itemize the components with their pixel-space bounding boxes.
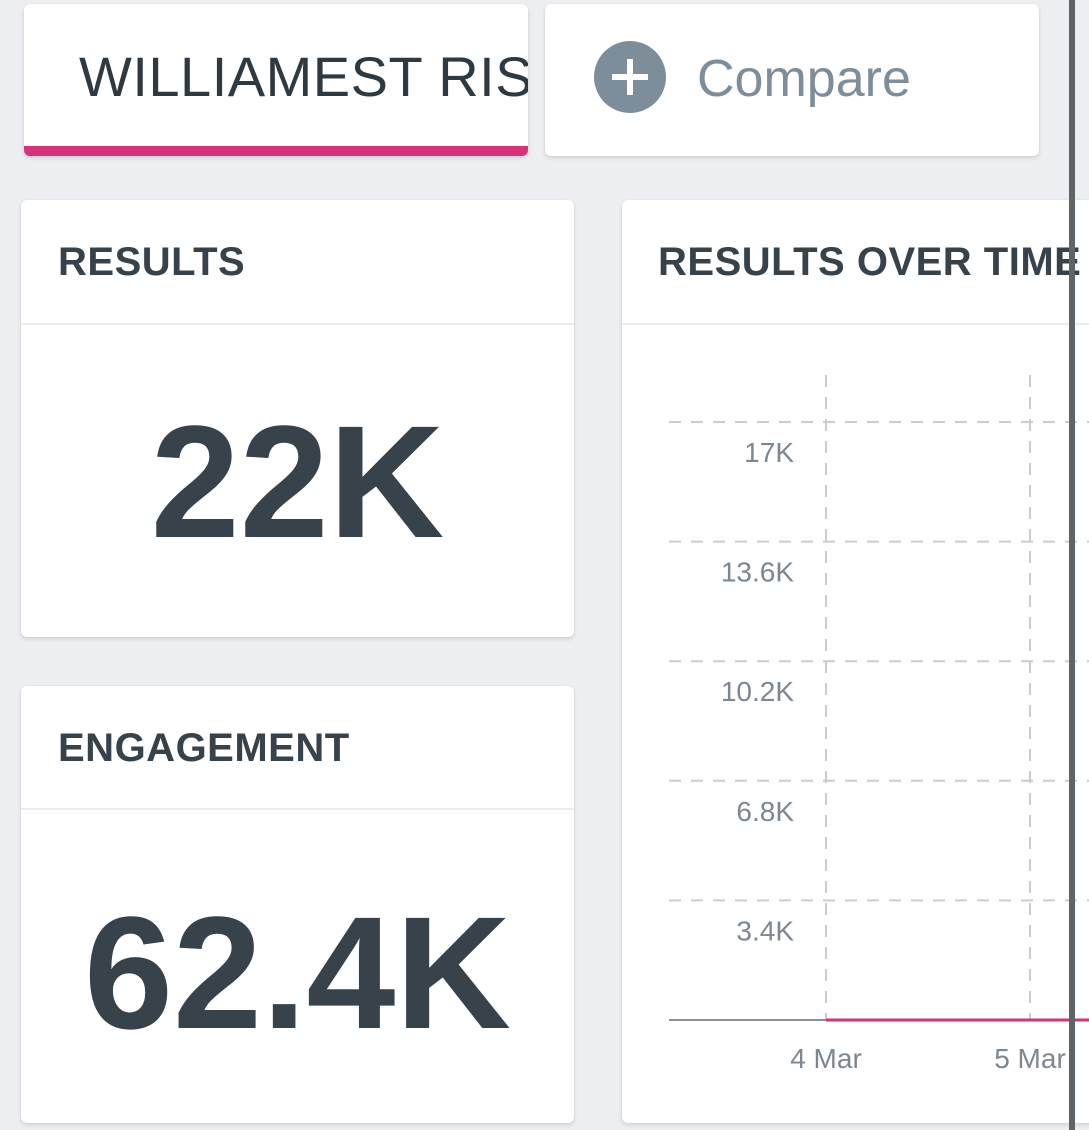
engagement-value: 62.4K xyxy=(84,883,511,1062)
y-tick-label: 3.4K xyxy=(736,915,794,946)
y-tick-label: 17K xyxy=(744,437,794,468)
engagement-title: ENGAGEMENT xyxy=(58,726,350,770)
plus-circle-icon xyxy=(594,41,666,113)
engagement-card: ENGAGEMENT 62.4K xyxy=(21,686,574,1123)
results-card: RESULTS 22K xyxy=(21,200,574,637)
query-tab[interactable]: WILLIAMEST RISE I xyxy=(24,4,528,156)
x-tick-label: 5 Mar xyxy=(994,1043,1066,1074)
results-over-time-title: RESULTS OVER TIME xyxy=(658,240,1082,284)
compare-label: Compare xyxy=(697,50,911,108)
results-over-time-chart: 17K 13.6K 10.2K 6.8K 3.4K 4 Mar 5 Mar xyxy=(669,375,1089,1074)
compare-button[interactable]: Compare xyxy=(545,4,1039,156)
results-over-time-card: RESULTS OVER TIME 17K 13.6K 10.2K 6.8K 3.4K 4… xyxy=(622,200,1089,1123)
results-divider xyxy=(21,323,574,325)
chart-divider xyxy=(622,323,1089,325)
results-title: RESULTS xyxy=(58,240,246,284)
query-tab-label: WILLIAMEST RISE I xyxy=(79,45,528,108)
active-tab-indicator xyxy=(24,146,528,156)
x-tick-label: 4 Mar xyxy=(790,1043,862,1074)
engagement-divider xyxy=(21,808,574,810)
y-tick-label: 13.6K xyxy=(721,557,794,588)
scrollbar[interactable] xyxy=(1069,0,1075,1130)
results-value: 22K xyxy=(150,392,445,571)
y-tick-label: 6.8K xyxy=(736,796,794,827)
y-tick-label: 10.2K xyxy=(721,676,794,707)
